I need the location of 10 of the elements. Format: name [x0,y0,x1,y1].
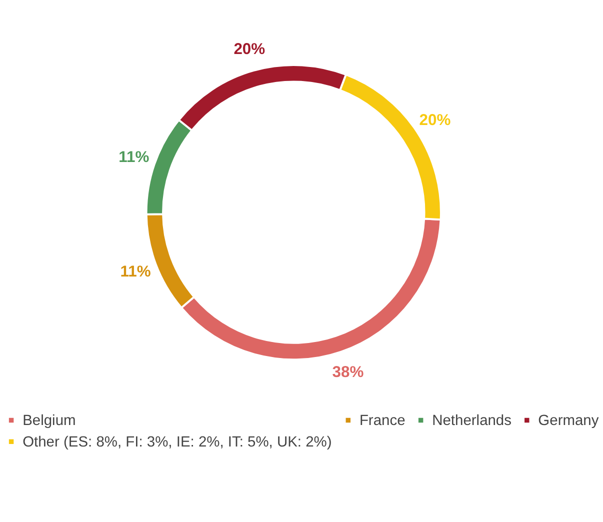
data-label: 20% [419,112,451,129]
data-label: 20% [234,41,266,58]
legend-label: Germany [538,413,600,430]
data-label: 11% [120,264,151,281]
legend-label: Netherlands [432,413,512,430]
legend-label: France [359,413,406,430]
data-label: 11% [118,149,150,166]
legend-label: Other (ES: 8%, FI: 3%, IE: 2%, IT: 5%, UK: 2%) [22,434,332,451]
legend-label: Belgium [22,413,76,430]
data-label: 38% [332,364,364,382]
